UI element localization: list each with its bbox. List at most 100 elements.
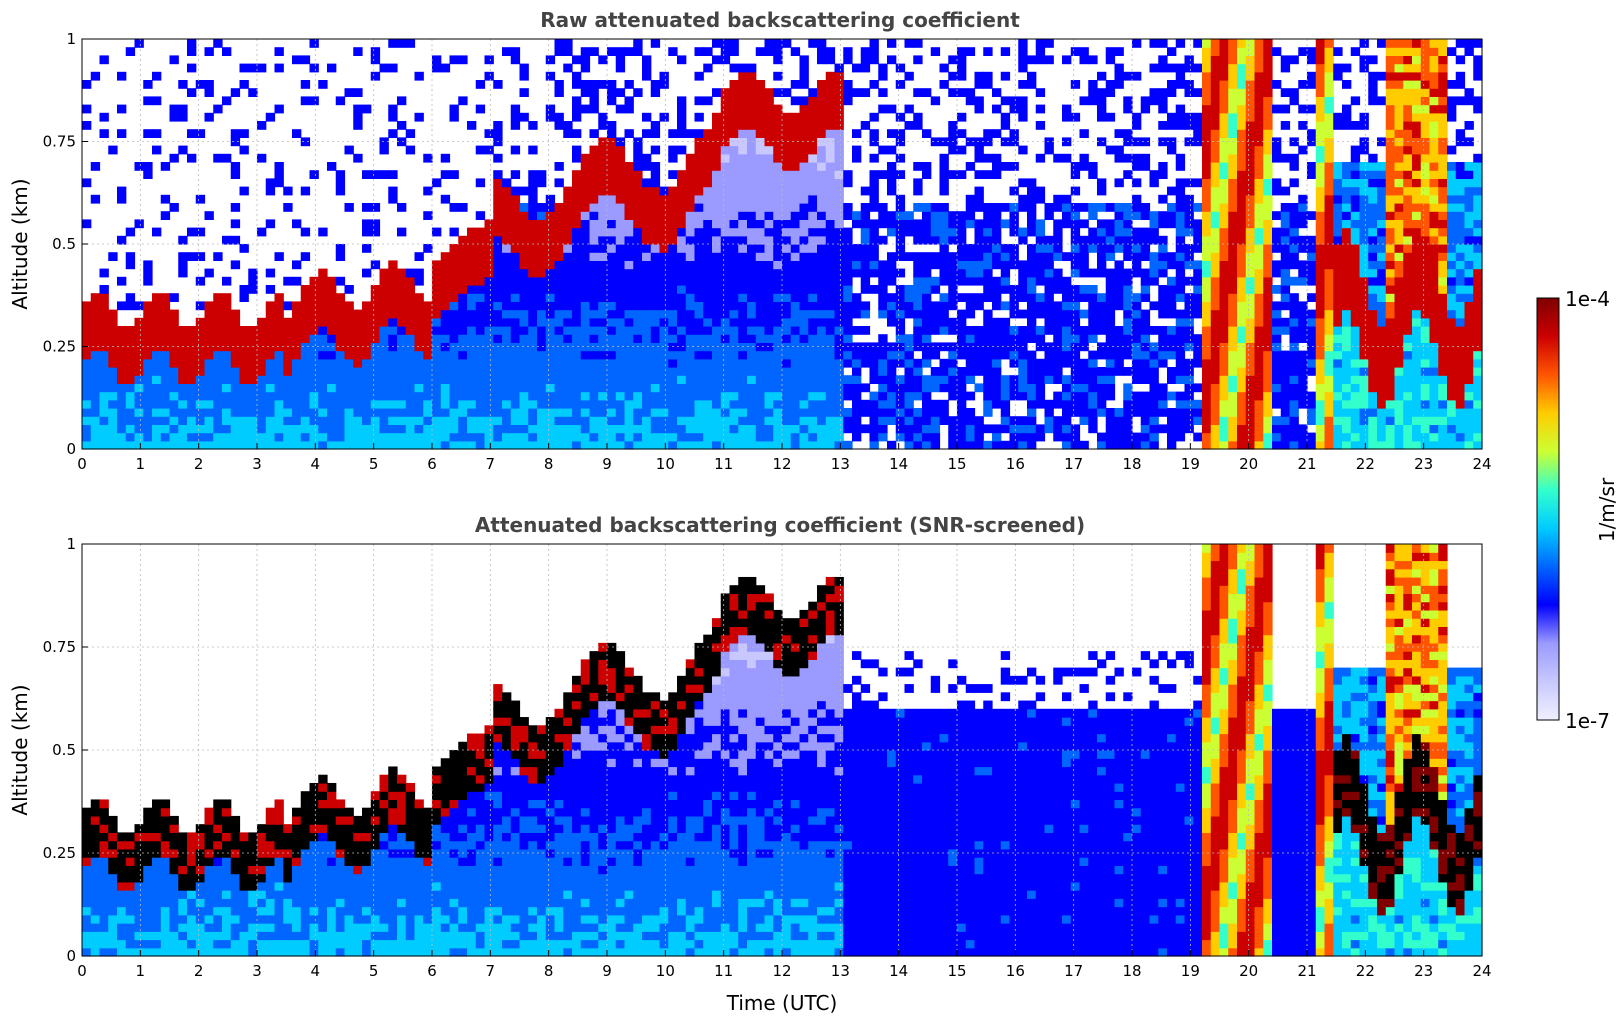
heatmap-cell (1298, 211, 1308, 220)
heatmap-cell (712, 252, 722, 261)
heatmap-cell (134, 317, 144, 327)
heatmap-cell (405, 375, 416, 384)
heatmap-cell (773, 367, 783, 376)
heatmap-cell (939, 268, 949, 278)
heatmap-cell (1062, 358, 1072, 368)
heatmap-cell (1158, 252, 1168, 261)
heatmap-cell (300, 358, 311, 368)
heatmap-cell (1202, 104, 1212, 114)
heatmap-cell (1158, 383, 1168, 393)
heatmap-cell (615, 424, 626, 434)
heatmap-cell (694, 194, 704, 204)
heatmap-cell (1132, 399, 1142, 409)
heatmap-cell (1368, 301, 1378, 311)
heatmap-cell (869, 80, 879, 89)
heatmap-cell (510, 285, 521, 294)
heatmap-cell (1000, 301, 1011, 311)
heatmap-cell (852, 252, 862, 261)
heatmap-cell (423, 408, 433, 417)
heatmap-cell (1149, 227, 1159, 237)
heatmap-cell (318, 416, 328, 425)
heatmap-cell (1140, 424, 1151, 434)
heatmap-cell (195, 342, 206, 352)
heatmap-cell (1219, 408, 1229, 417)
heatmap-cell (878, 350, 888, 360)
heatmap-cell (694, 350, 704, 360)
heatmap-cell (143, 80, 153, 89)
heatmap-cell (1175, 203, 1186, 212)
heatmap-cell (712, 55, 722, 65)
heatmap-cell (957, 432, 967, 442)
heatmap-cell (720, 293, 731, 302)
heatmap-cell (370, 227, 381, 237)
heatmap-cell (668, 326, 678, 335)
heatmap-cell (1158, 309, 1168, 319)
heatmap-cell (204, 309, 214, 319)
heatmap-cell (633, 416, 643, 425)
heatmap-cell (1132, 268, 1142, 278)
heatmap-cell (510, 317, 521, 327)
heatmap-cell (458, 203, 468, 212)
heatmap-cell (1140, 334, 1151, 343)
heatmap-cell (1132, 375, 1142, 384)
heatmap-cell (720, 211, 731, 220)
heatmap-cell (764, 358, 774, 368)
heatmap-cell (869, 252, 879, 261)
heatmap-cell (545, 367, 556, 376)
heatmap-cell (467, 367, 477, 376)
heatmap-cell (895, 383, 906, 393)
heatmap-cell (1228, 293, 1238, 302)
heatmap-cell (257, 416, 267, 425)
heatmap-cell (633, 88, 643, 97)
heatmap-cell (607, 260, 617, 270)
heatmap-cell (134, 408, 144, 417)
heatmap-cell (99, 416, 109, 425)
heatmap-cell (213, 301, 223, 311)
heatmap-cell (1342, 268, 1352, 278)
heatmap-cell (309, 391, 319, 401)
heatmap-cell (790, 170, 801, 179)
heatmap-cell (615, 252, 626, 261)
heatmap-cell (922, 235, 932, 245)
heatmap-cell (134, 391, 144, 401)
heatmap-cell (1228, 334, 1238, 343)
heatmap-cell (257, 326, 267, 335)
heatmap-cell (834, 194, 844, 204)
heatmap-cell (572, 309, 582, 319)
heatmap-cell (1280, 293, 1291, 302)
heatmap-cell (379, 342, 389, 352)
heatmap-cell (1228, 63, 1238, 73)
heatmap-cell (904, 334, 914, 343)
heatmap-cell (615, 276, 626, 286)
heatmap-cell (1044, 317, 1054, 327)
heatmap-cell (1070, 440, 1081, 450)
heatmap-cell (1342, 391, 1352, 401)
heatmap-cell (712, 244, 722, 253)
heatmap-cell (388, 309, 398, 319)
heatmap-cell (178, 358, 188, 368)
heatmap-cell (362, 227, 372, 237)
heatmap-cell (782, 39, 792, 48)
heatmap-cell (1175, 293, 1186, 302)
heatmap-cell (458, 252, 468, 261)
heatmap-cell (458, 96, 468, 106)
heatmap-cell (1062, 285, 1072, 294)
heatmap-cell (230, 358, 241, 368)
heatmap-cell (1053, 367, 1063, 376)
heatmap-cell (922, 162, 932, 171)
heatmap-cell (755, 170, 766, 179)
heatmap-cell (283, 358, 293, 368)
heatmap-cell (860, 252, 871, 261)
heatmap-cell (1202, 39, 1212, 48)
heatmap-cell (335, 186, 346, 196)
heatmap-cell (432, 334, 442, 343)
heatmap-cell (1158, 235, 1168, 245)
heatmap-cell (790, 301, 801, 311)
heatmap-cell (1088, 367, 1098, 376)
heatmap-cell (1254, 317, 1264, 327)
heatmap-cell (1079, 96, 1089, 106)
heatmap-cell (388, 268, 398, 278)
heatmap-cell (1307, 260, 1317, 270)
heatmap-cell (1202, 424, 1212, 434)
heatmap-cell (537, 358, 547, 368)
